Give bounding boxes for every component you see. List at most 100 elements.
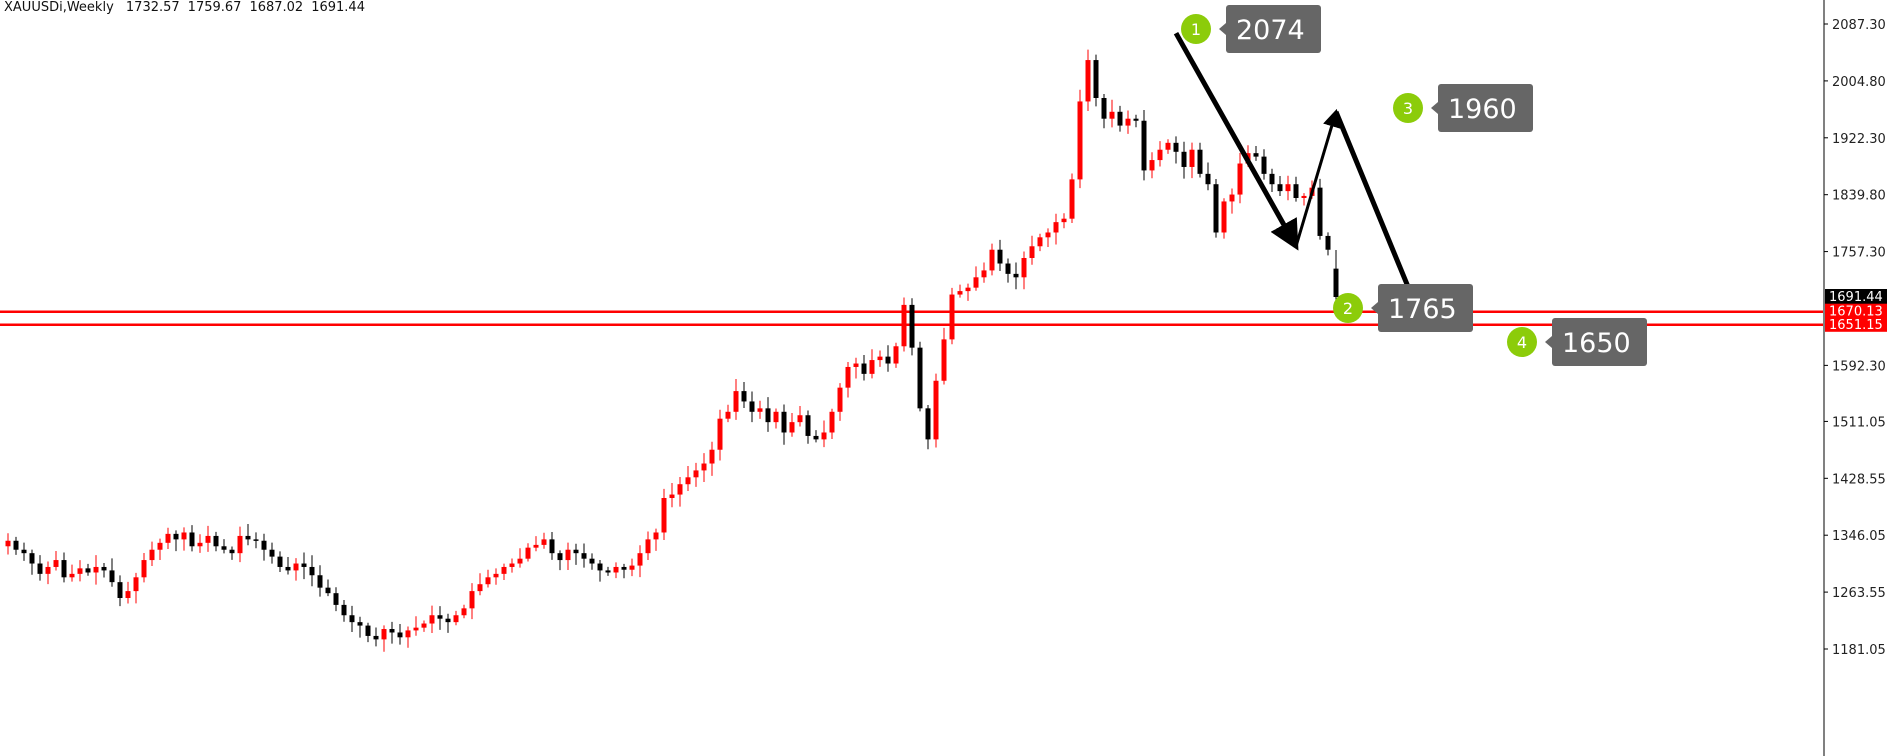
- candle: [957, 284, 963, 298]
- candle: [221, 539, 227, 554]
- y-tick-label: 1839.80: [1832, 189, 1886, 204]
- candle: [1229, 188, 1235, 214]
- candle: [1205, 162, 1211, 191]
- open-value: 1732.57: [125, 0, 180, 15]
- pattern-arrow-1: [1173, 31, 1299, 251]
- candle: [1085, 49, 1091, 112]
- candle: [645, 531, 651, 561]
- candle: [341, 600, 347, 622]
- candle: [213, 531, 219, 552]
- candle: [965, 283, 971, 301]
- candle: [101, 563, 107, 578]
- callout-box: [1378, 284, 1473, 332]
- y-tick-label: 1428.55: [1832, 472, 1886, 487]
- candle: [1325, 232, 1331, 256]
- candle: [989, 243, 995, 276]
- candle: [277, 551, 283, 573]
- candle: [757, 400, 763, 419]
- candle: [813, 430, 819, 443]
- candle: [677, 477, 683, 507]
- candle: [589, 553, 595, 570]
- price-tag-label: 1691.44: [1829, 290, 1883, 305]
- candle: [165, 527, 171, 549]
- candle: [573, 543, 579, 565]
- candle: [973, 266, 979, 291]
- candle: [389, 621, 395, 644]
- candle: [949, 287, 955, 345]
- candle: [1301, 193, 1307, 206]
- candle: [621, 563, 627, 579]
- candle: [885, 345, 891, 372]
- candle: [549, 532, 555, 560]
- pattern-point-4: 1650 4: [1507, 318, 1647, 366]
- candle: [1317, 178, 1323, 240]
- y-tick-label: 1922.30: [1832, 132, 1886, 147]
- candle: [181, 527, 187, 551]
- y-tick-label: 2087.30: [1832, 18, 1886, 33]
- candle: [733, 378, 739, 420]
- y-tick-label: 1346.05: [1832, 529, 1886, 544]
- callout-box: [1438, 84, 1533, 132]
- candle: [413, 616, 419, 636]
- candle: [1045, 228, 1051, 248]
- price-tag-label: 1670.13: [1829, 305, 1883, 320]
- candle: [45, 561, 51, 585]
- candle: [765, 397, 771, 432]
- candle: [157, 538, 163, 560]
- marker-circle: [1333, 293, 1363, 323]
- candle: [237, 526, 243, 563]
- candle: [109, 558, 115, 587]
- candle: [941, 327, 947, 385]
- candle: [909, 298, 915, 356]
- candle: [509, 558, 515, 573]
- chart-header: XAUUSDi,Weekly 1732.57 1759.67 1687.02 1691…: [4, 0, 373, 15]
- candle: [837, 383, 843, 421]
- candle: [1053, 213, 1059, 245]
- candle: [397, 624, 403, 645]
- candle: [1277, 175, 1283, 196]
- candle: [269, 542, 275, 564]
- candle: [429, 605, 435, 634]
- y-tick-label: 2004.80: [1832, 75, 1886, 90]
- candle: [333, 587, 339, 612]
- candle: [381, 625, 387, 652]
- candle: [629, 558, 635, 577]
- candle: [1069, 173, 1075, 223]
- candle: [1021, 251, 1027, 290]
- marker-circle: [1393, 93, 1423, 123]
- candle: [189, 525, 195, 552]
- candle: [317, 565, 323, 597]
- candle: [725, 404, 731, 423]
- candle: [773, 408, 779, 429]
- candle: [853, 357, 859, 379]
- candle: [461, 604, 467, 619]
- callout-box: [1226, 5, 1321, 53]
- candle: [1109, 99, 1115, 128]
- callout-value: 1960: [1448, 94, 1517, 125]
- candle: [485, 569, 491, 588]
- candle: [173, 530, 179, 552]
- candle: [149, 541, 155, 567]
- y-tick-label: 1592.30: [1832, 359, 1886, 374]
- candle: [365, 622, 371, 643]
- candle: [789, 413, 795, 437]
- candle: [613, 562, 619, 579]
- candle: [1005, 258, 1011, 283]
- candle: [997, 239, 1003, 272]
- candle: [1221, 198, 1227, 239]
- candle: [1117, 105, 1123, 132]
- marker-label: 1: [1191, 20, 1201, 39]
- callout-value: 2074: [1236, 15, 1305, 46]
- candle: [197, 534, 203, 553]
- candle: [597, 560, 603, 582]
- candle: [1013, 262, 1019, 290]
- candle: [53, 550, 59, 571]
- pattern-arrow-2: [1294, 108, 1341, 247]
- candle: [581, 543, 587, 568]
- candle: [541, 532, 547, 549]
- candle: [477, 573, 483, 596]
- candle: [469, 583, 475, 620]
- candle: [805, 410, 811, 444]
- candle: [1261, 149, 1267, 180]
